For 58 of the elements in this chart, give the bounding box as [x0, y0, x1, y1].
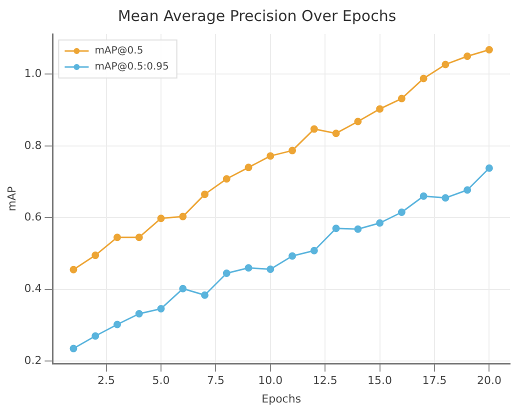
point [157, 214, 165, 222]
point [70, 344, 78, 352]
y-tick-label: 0.4 [24, 282, 42, 296]
point [179, 212, 187, 220]
x-tick-label: 2.5 [98, 374, 116, 388]
point [266, 152, 274, 160]
point [70, 266, 78, 274]
legend-label: mAP@0.5:0.95 [94, 62, 169, 73]
point [420, 192, 428, 200]
point [113, 234, 121, 242]
x-tick-label: 20.0 [476, 374, 502, 388]
point [266, 266, 274, 274]
point [442, 194, 450, 202]
y-tick-label: 0.6 [24, 210, 42, 224]
x-tick-label: 12.5 [312, 374, 338, 388]
point [398, 208, 406, 216]
point [376, 219, 384, 227]
point [398, 94, 406, 102]
point [92, 252, 100, 260]
x-tick-label: 10.0 [258, 374, 283, 388]
point [201, 190, 209, 198]
x-axis-title: Epochs [262, 392, 302, 406]
x-tick-label: 7.5 [206, 374, 224, 388]
point [485, 46, 493, 54]
point [354, 118, 362, 126]
point [464, 186, 472, 194]
y-tick-label: 0.2 [24, 354, 42, 367]
chart-title: Mean Average Precision Over Epochs [118, 6, 396, 25]
legend-label: mAP@0.5 [94, 46, 144, 57]
point [157, 304, 165, 312]
y-tick-label: 1.0 [24, 67, 42, 80]
x-tick-label: 17.5 [422, 374, 447, 388]
point [135, 234, 143, 242]
point [113, 320, 121, 328]
point [288, 252, 296, 260]
point [92, 332, 100, 340]
point [485, 164, 493, 172]
point [310, 125, 318, 133]
point [442, 60, 450, 68]
x-tick-label: 15.0 [368, 374, 392, 388]
y-tick-label: 0.8 [24, 138, 42, 152]
point [464, 52, 472, 60]
point [179, 284, 187, 292]
point [244, 264, 252, 272]
point [222, 269, 230, 277]
point [354, 225, 362, 233]
point [310, 246, 318, 254]
point [135, 310, 143, 318]
x-tick-label: 5.0 [152, 374, 170, 388]
y-axis-title: mAP [5, 186, 18, 212]
point [244, 164, 252, 172]
point [332, 130, 340, 138]
point [201, 291, 209, 299]
point [376, 105, 384, 113]
point [222, 175, 230, 183]
point [288, 146, 296, 154]
point [332, 224, 340, 232]
point [420, 74, 428, 82]
